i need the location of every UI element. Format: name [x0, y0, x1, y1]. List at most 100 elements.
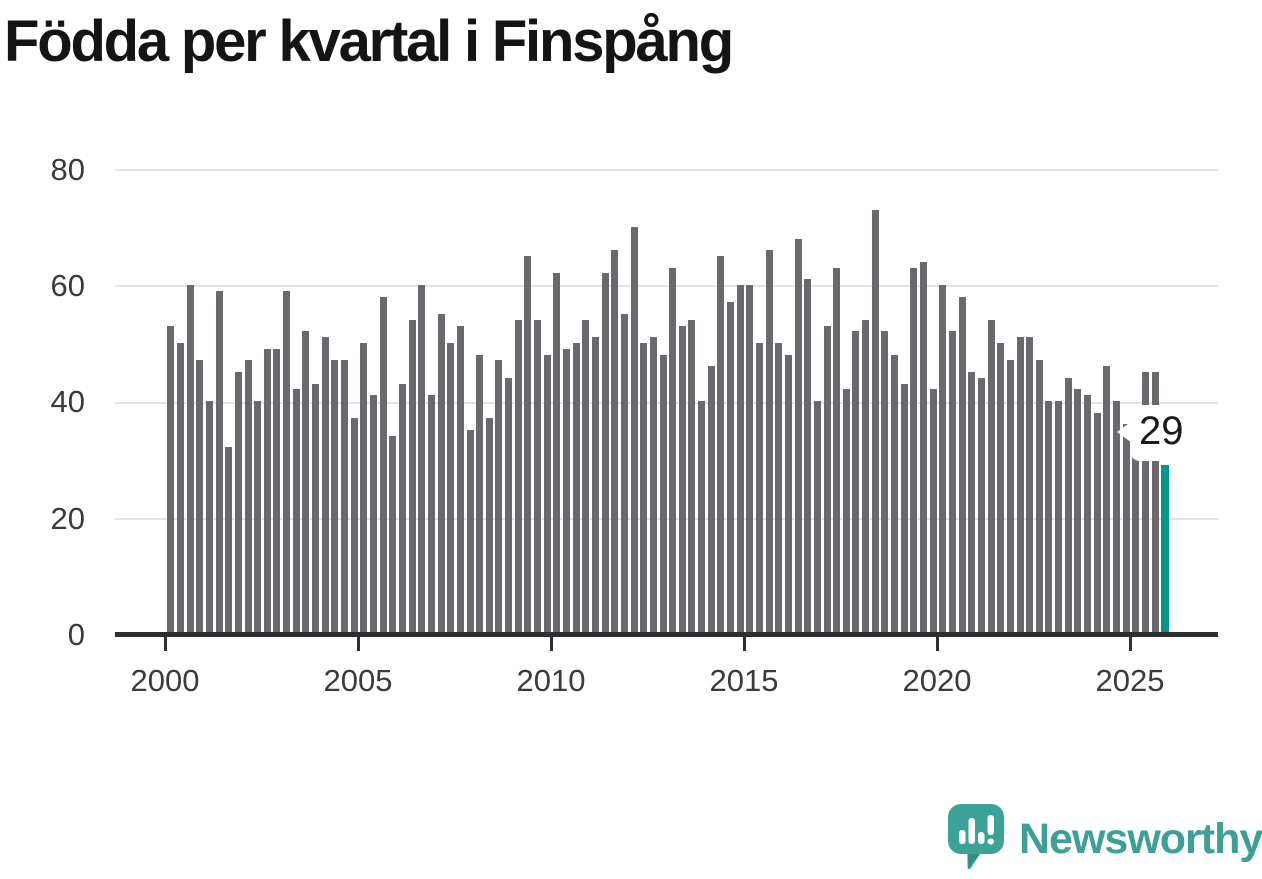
bar	[852, 331, 860, 633]
y-axis-label-0: 0	[67, 617, 85, 652]
gridline-80	[115, 169, 1218, 171]
bar	[225, 447, 233, 633]
bar	[572, 343, 580, 633]
bar	[321, 337, 329, 633]
bar	[389, 435, 397, 633]
y-axis-label-40: 40	[50, 384, 85, 419]
bar	[196, 360, 204, 633]
gridline-60	[115, 285, 1218, 287]
bar	[1045, 401, 1053, 633]
bar	[862, 319, 870, 633]
bar	[871, 209, 879, 633]
bar	[784, 354, 792, 633]
y-axis-label-80: 80	[50, 152, 85, 187]
branding: Newsworthy	[948, 804, 1262, 875]
bar	[591, 337, 599, 633]
bar	[920, 261, 927, 633]
bar	[823, 325, 831, 633]
bar	[234, 372, 242, 633]
bar	[543, 354, 551, 633]
bar-series	[115, 169, 1218, 635]
bar	[775, 343, 783, 633]
bar	[659, 354, 667, 633]
x-axis-label-2015: 2015	[709, 663, 779, 698]
bar	[842, 389, 850, 633]
bar	[418, 285, 426, 633]
bar	[939, 285, 947, 633]
bar	[427, 395, 435, 633]
bar	[1093, 412, 1101, 633]
bar	[1084, 395, 1091, 633]
bar	[456, 325, 464, 633]
bar	[167, 325, 175, 633]
bar	[360, 343, 368, 633]
bar	[1142, 372, 1149, 633]
bar	[524, 256, 532, 633]
plot-area: 80 60 40 20 0 2000 2005 2010 2015 2020 2…	[51, 152, 1218, 698]
bar	[205, 401, 213, 633]
bar	[746, 285, 754, 633]
x-tick-2015	[743, 637, 746, 651]
bar	[707, 366, 715, 633]
bar	[437, 314, 445, 633]
bar	[186, 285, 194, 633]
bar	[987, 319, 995, 633]
bar	[698, 401, 705, 633]
bar	[283, 290, 291, 633]
bar	[273, 348, 281, 633]
bar	[254, 401, 262, 633]
bar-highlighted	[1161, 464, 1170, 633]
bar	[476, 354, 484, 633]
bar	[678, 325, 686, 633]
gridline-20	[115, 518, 1218, 520]
bar	[736, 285, 744, 633]
bar	[1035, 360, 1043, 633]
bar	[630, 227, 638, 633]
bar	[1055, 401, 1063, 633]
bar	[669, 267, 677, 633]
bar	[601, 273, 609, 633]
bar	[794, 238, 802, 633]
bar	[1103, 366, 1111, 633]
bar	[765, 250, 773, 633]
bar	[553, 273, 561, 633]
bar	[833, 267, 841, 633]
bar	[341, 360, 348, 633]
bar	[900, 383, 908, 633]
bar	[1122, 424, 1130, 633]
bar	[620, 314, 628, 633]
bar	[640, 343, 648, 633]
bar	[977, 377, 985, 633]
bar	[495, 360, 503, 633]
bar	[312, 383, 320, 633]
bar	[466, 430, 474, 633]
bar	[582, 319, 590, 633]
bar	[215, 290, 223, 633]
bar	[398, 383, 406, 633]
bar	[881, 331, 889, 633]
bar	[369, 395, 377, 633]
bar	[563, 348, 570, 633]
bar	[514, 319, 522, 633]
bar	[727, 302, 734, 633]
bar	[891, 354, 898, 633]
bar	[176, 343, 184, 633]
newsworthy-logo-icon	[948, 804, 1004, 875]
bar	[1006, 360, 1014, 633]
bar	[1026, 337, 1034, 633]
bar	[379, 296, 387, 633]
bar	[485, 418, 493, 633]
y-axis-label-20: 20	[50, 501, 85, 536]
x-tick-2000	[164, 637, 167, 651]
x-tick-2020	[936, 637, 939, 651]
bar	[929, 389, 937, 633]
bar	[1064, 377, 1072, 633]
branding-wordmark: Newsworthy	[1019, 815, 1262, 863]
x-axis-label-2025: 2025	[1095, 663, 1165, 698]
x-axis-label-2020: 2020	[902, 663, 972, 698]
bar	[1132, 435, 1140, 633]
bar	[688, 319, 696, 633]
x-tick-2010	[550, 637, 553, 651]
bar	[350, 418, 358, 633]
